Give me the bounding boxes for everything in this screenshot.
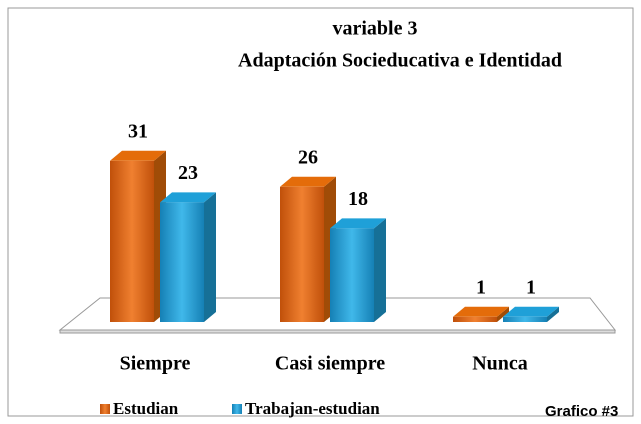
bar-side (374, 218, 386, 322)
bar-top (453, 306, 509, 317)
bar (503, 316, 547, 322)
data-label: 18 (348, 188, 368, 210)
x-tick-label: Casi siempre (275, 353, 385, 375)
data-label: 1 (476, 276, 486, 298)
legend-label: Estudian (113, 399, 179, 418)
bar (110, 160, 154, 322)
legend-swatch (100, 404, 110, 414)
bar-top (160, 192, 216, 203)
bar-top (110, 150, 166, 161)
bar-top (503, 306, 559, 317)
x-tick-label: Siempre (120, 353, 191, 375)
bar (453, 316, 497, 322)
legend-swatch (232, 404, 242, 414)
bar-side (204, 192, 216, 322)
bar-top (280, 176, 336, 187)
bar (160, 202, 204, 322)
floor-edge (59, 329, 616, 334)
bar-side (497, 306, 509, 322)
bar-side (547, 306, 559, 322)
annotation: Grafico #3 (545, 403, 618, 420)
data-label: 23 (178, 162, 198, 184)
bar-top (330, 218, 386, 229)
x-tick-label: Nunca (472, 353, 528, 375)
bar (330, 228, 374, 322)
chart-subtitle: Adaptación Socieducativa e Identidad (238, 50, 562, 72)
data-label: 31 (128, 120, 148, 142)
legend-label: Trabajan-estudian (245, 399, 380, 418)
data-label: 26 (298, 146, 318, 168)
bar (280, 186, 324, 322)
chart-title: variable 3 (333, 18, 418, 40)
data-label: 1 (526, 276, 536, 298)
